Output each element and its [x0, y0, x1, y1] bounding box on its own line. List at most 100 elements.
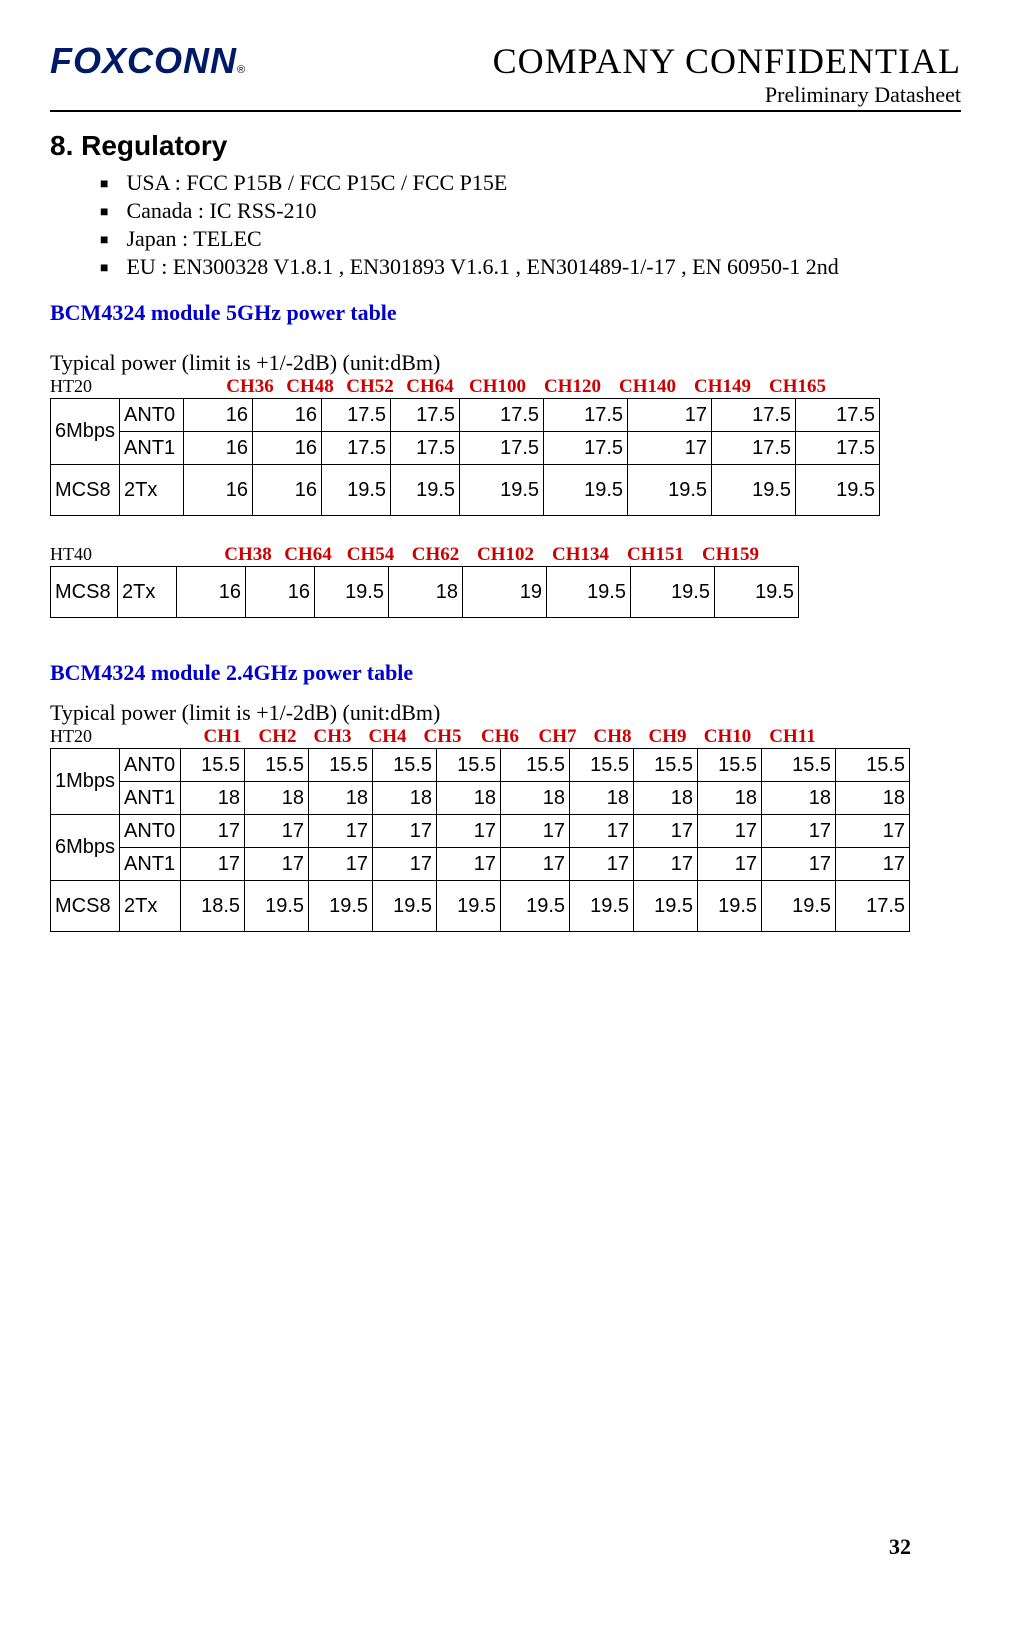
value-cell: 18 — [309, 782, 373, 815]
value-cell: 17 — [570, 815, 634, 848]
rate-cell: MCS8 — [51, 567, 118, 618]
header-rule — [50, 110, 961, 112]
value-cell: 15.5 — [501, 749, 570, 782]
channel-label: CH2 — [250, 726, 305, 748]
value-cell: 17 — [373, 815, 437, 848]
value-cell: 17.5 — [544, 399, 628, 432]
value-cell: 19.5 — [762, 881, 836, 932]
subtitle: Preliminary Datasheet — [265, 82, 961, 108]
value-cell: 19.5 — [460, 465, 544, 516]
value-cell: 19.5 — [712, 465, 796, 516]
antenna-cell: 2Tx — [120, 881, 181, 932]
value-cell: 18 — [181, 782, 245, 815]
rate-cell: 6Mbps — [51, 815, 120, 881]
table-5g-title: BCM4324 module 5GHz power table — [50, 300, 961, 326]
value-cell: 18 — [389, 567, 463, 618]
list-item: USA : FCC P15B / FCC P15C / FCC P15E — [100, 170, 961, 196]
value-cell: 16 — [184, 465, 253, 516]
channel-label: CH64 — [400, 376, 460, 398]
value-cell: 15.5 — [373, 749, 437, 782]
channel-label: CH3 — [305, 726, 360, 748]
value-cell: 19.5 — [437, 881, 501, 932]
channel-label: CH38 — [218, 544, 278, 566]
value-cell: 17 — [181, 848, 245, 881]
value-cell: 16 — [246, 567, 315, 618]
channel-header-ht40-5g: HT40CH38CH64CH54CH62CH102CH134CH151CH159 — [50, 544, 961, 566]
value-cell: 17.5 — [796, 432, 880, 465]
value-cell: 17 — [570, 848, 634, 881]
value-cell: 17.5 — [460, 432, 544, 465]
channel-label: CH9 — [640, 726, 695, 748]
table-24g-title: BCM4324 module 2.4GHz power table — [50, 660, 961, 686]
value-cell: 17 — [437, 848, 501, 881]
ht-label: HT40 — [50, 544, 218, 566]
value-cell: 17 — [501, 848, 570, 881]
rate-cell: MCS8 — [51, 465, 120, 516]
channel-label: CH102 — [468, 544, 543, 566]
value-cell: 19 — [463, 567, 547, 618]
value-cell: 17 — [373, 848, 437, 881]
value-cell: 19.5 — [544, 465, 628, 516]
value-cell: 19.5 — [309, 881, 373, 932]
power-table-ht20-5g: 6MbpsANT0161617.517.517.517.51717.517.5A… — [50, 398, 880, 516]
channel-label: CH10 — [695, 726, 760, 748]
value-cell: 19.5 — [715, 567, 799, 618]
channel-label: CH62 — [403, 544, 468, 566]
typical-note-2: Typical power (limit is +1/-2dB) (unit:d… — [50, 700, 961, 726]
confidential-label: COMPANY CONFIDENTIAL — [265, 40, 961, 82]
reg-mark: ® — [237, 64, 245, 76]
channel-label: CH100 — [460, 376, 535, 398]
antenna-cell: ANT1 — [120, 432, 184, 465]
antenna-cell: 2Tx — [118, 567, 177, 618]
value-cell: 17 — [698, 848, 762, 881]
rate-cell: 1Mbps — [51, 749, 120, 815]
value-cell: 17 — [181, 815, 245, 848]
channel-label: CH8 — [585, 726, 640, 748]
logo-text: FOXCONN — [50, 40, 237, 82]
channel-label: CH6 — [470, 726, 530, 748]
value-cell: 19.5 — [796, 465, 880, 516]
value-cell: 19.5 — [547, 567, 631, 618]
channel-label: CH165 — [760, 376, 835, 398]
value-cell: 19.5 — [373, 881, 437, 932]
antenna-cell: ANT0 — [120, 815, 181, 848]
value-cell: 17 — [836, 815, 910, 848]
value-cell: 16 — [253, 465, 322, 516]
value-cell: 19.5 — [245, 881, 309, 932]
value-cell: 15.5 — [181, 749, 245, 782]
channel-label: CH36 — [220, 376, 280, 398]
value-cell: 15.5 — [836, 749, 910, 782]
value-cell: 17 — [634, 815, 698, 848]
value-cell: 15.5 — [309, 749, 373, 782]
title-block: COMPANY CONFIDENTIAL Preliminary Datashe… — [265, 40, 961, 108]
value-cell: 19.5 — [628, 465, 712, 516]
antenna-cell: ANT0 — [120, 749, 181, 782]
channel-header-ht20-24g: HT20CH1CH2CH3CH4CH5CH6CH7CH8CH9CH10CH11 — [50, 726, 961, 748]
value-cell: 16 — [184, 432, 253, 465]
value-cell: 16 — [253, 399, 322, 432]
channel-label: CH134 — [543, 544, 618, 566]
value-cell: 19.5 — [634, 881, 698, 932]
value-cell: 15.5 — [634, 749, 698, 782]
value-cell: 18.5 — [181, 881, 245, 932]
value-cell: 17 — [628, 399, 712, 432]
value-cell: 17.5 — [391, 399, 460, 432]
value-cell: 19.5 — [698, 881, 762, 932]
logo: FOXCONN ® — [50, 40, 245, 82]
ht-label: HT20 — [50, 726, 195, 748]
value-cell: 17.5 — [712, 399, 796, 432]
value-cell: 17 — [309, 848, 373, 881]
value-cell: 19.5 — [391, 465, 460, 516]
regulatory-list: USA : FCC P15B / FCC P15C / FCC P15E Can… — [50, 170, 961, 280]
value-cell: 17 — [628, 432, 712, 465]
ht-label: HT20 — [50, 376, 220, 398]
value-cell: 17 — [762, 848, 836, 881]
value-cell: 19.5 — [631, 567, 715, 618]
value-cell: 17 — [437, 815, 501, 848]
value-cell: 18 — [373, 782, 437, 815]
value-cell: 18 — [570, 782, 634, 815]
channel-label: CH52 — [340, 376, 400, 398]
page-header: FOXCONN ® COMPANY CONFIDENTIAL Prelimina… — [50, 40, 961, 108]
section-title: 8. Regulatory — [50, 130, 961, 162]
channel-label: CH151 — [618, 544, 693, 566]
